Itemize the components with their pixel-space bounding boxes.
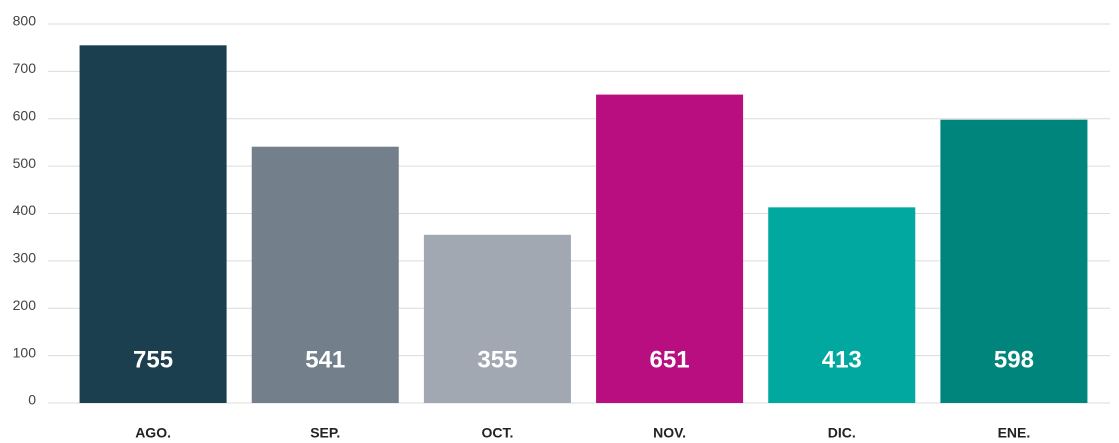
data-label: 598 [994,346,1034,373]
y-tick-label: 500 [13,155,37,171]
y-tick-label: 300 [13,250,37,266]
data-label: 355 [477,346,517,373]
y-tick-label: 600 [13,107,37,123]
data-label: 755 [133,346,173,373]
y-tick-label: 800 [13,13,37,29]
data-label: 541 [305,346,345,373]
x-tick-label: SEP. [310,425,340,441]
y-tick-label: 700 [13,60,37,76]
bar [79,45,227,403]
bar [251,146,399,404]
x-tick-label: OCT. [481,425,513,441]
x-tick-label: AGO. [135,425,171,441]
bar [423,234,571,403]
y-tick-label: 100 [13,344,37,360]
x-tick-label: NOV. [653,425,686,441]
y-tick-label: 200 [13,297,37,313]
y-tick-label: 0 [28,392,36,408]
bar [768,207,916,403]
data-label: 413 [822,346,862,373]
x-tick-label: DIC. [828,425,856,441]
x-tick-label: ENE. [998,425,1031,441]
bar [940,119,1088,403]
data-label: 651 [650,346,690,373]
y-tick-label: 400 [13,202,37,218]
bar [596,94,744,404]
